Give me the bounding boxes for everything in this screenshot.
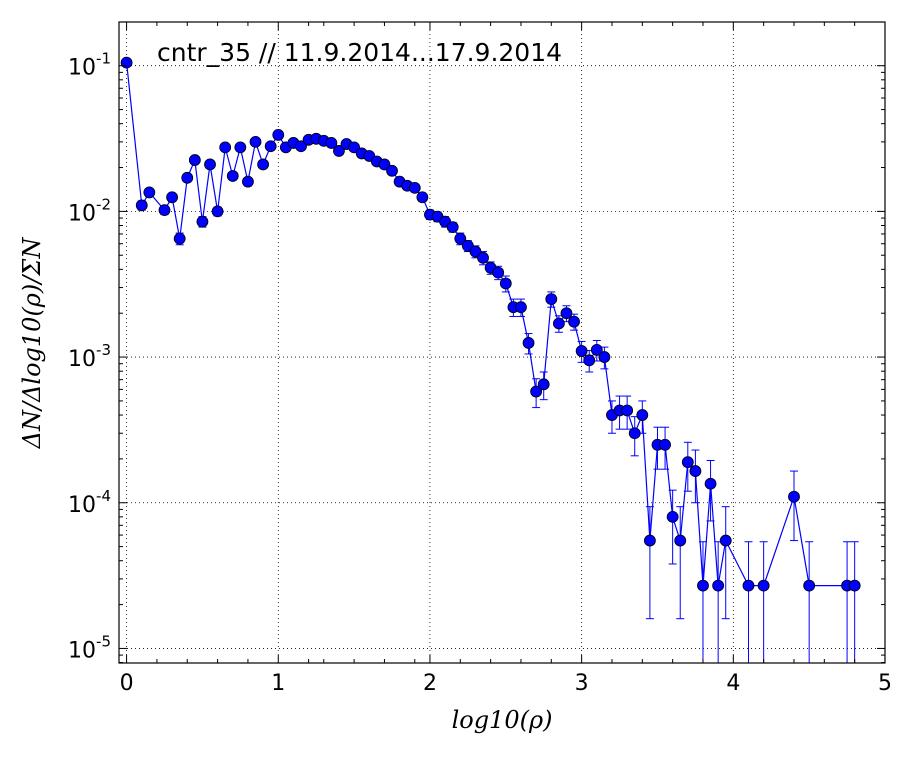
plot-frame: [118, 21, 886, 664]
data-point: [803, 579, 816, 592]
data-point: [666, 510, 679, 523]
data-point: [659, 438, 671, 451]
y-tick-base: 10: [68, 56, 96, 81]
y-tick-label: 10-3: [68, 341, 111, 372]
y-tick-exponent: -5: [96, 632, 111, 650]
data-point: [166, 191, 178, 204]
x-tick-label: 1: [271, 671, 285, 696]
plot-title: cntr_35 // 11.9.2014...17.9.2014: [157, 38, 562, 67]
data-point: [742, 579, 755, 592]
data-point: [408, 181, 421, 194]
data-point: [204, 158, 216, 171]
data-point: [234, 141, 247, 154]
y-tick-base: 10: [68, 201, 96, 226]
x-tick-label: 3: [575, 671, 589, 696]
data-point: [143, 186, 156, 199]
data-point: [120, 56, 133, 69]
data-point: [697, 579, 709, 592]
data-point: [689, 465, 702, 477]
data-point: [378, 158, 391, 171]
y-tick-base: 10: [68, 493, 96, 518]
axis-ticks: [119, 22, 886, 664]
data-point: [575, 345, 588, 357]
data-point: [226, 170, 239, 182]
y-tick-label: 10-4: [68, 487, 111, 518]
data-point: [719, 534, 732, 547]
data-point: [257, 158, 269, 171]
data-point: [181, 171, 194, 184]
data-point: [416, 191, 429, 204]
data-point: [628, 427, 641, 440]
data-point: [242, 175, 254, 188]
x-tick-label: 0: [120, 671, 134, 696]
data-point: [568, 315, 580, 328]
data-point: [386, 164, 398, 177]
data-point: [158, 204, 171, 217]
data-point: [583, 354, 596, 367]
data-point: [325, 137, 338, 149]
x-tick-label: 2: [423, 671, 437, 696]
data-point: [211, 205, 224, 218]
x-tick-labels: 0 1 2 3 4 5: [120, 671, 892, 696]
data-point: [848, 579, 861, 592]
data-point: [681, 456, 694, 469]
x-tick-label: 4: [726, 671, 740, 696]
data-point: [135, 199, 148, 212]
data-point: [454, 232, 467, 245]
data-point: [492, 266, 505, 279]
y-tick-label: 10-2: [68, 195, 111, 226]
data-point: [643, 534, 656, 547]
data-point: [249, 135, 262, 148]
data-point: [712, 579, 725, 592]
data-point: [560, 307, 573, 320]
data-point: [757, 579, 770, 592]
data-point: [621, 404, 634, 417]
x-tick-label: 5: [878, 671, 892, 696]
y-tick-exponent: -3: [96, 341, 111, 359]
y-tick-base: 10: [68, 347, 96, 372]
y-tick-exponent: -2: [96, 195, 111, 213]
data-points: [120, 56, 861, 592]
data-point: [188, 154, 201, 166]
data-point: [219, 141, 232, 154]
data-point: [788, 490, 800, 503]
data-point: [674, 534, 687, 547]
data-point: [537, 378, 550, 391]
data-point: [552, 317, 565, 330]
data-point: [264, 140, 277, 153]
data-point: [499, 277, 512, 290]
data-point: [469, 245, 482, 258]
data-point: [196, 215, 209, 228]
data-point: [446, 221, 459, 234]
y-tick-base: 10: [68, 638, 96, 663]
data-point: [522, 337, 535, 349]
y-tick-label: 10-1: [68, 50, 111, 81]
data-point: [545, 293, 558, 305]
data-point: [530, 385, 543, 398]
data-point: [295, 140, 307, 153]
data-point: [173, 232, 186, 245]
data-point: [272, 128, 285, 141]
data-point: [590, 343, 603, 356]
data-point: [598, 351, 611, 363]
data-point: [477, 251, 489, 264]
data-point: [333, 145, 345, 157]
y-tick-labels: 10-510-410-310-210-1: [68, 50, 111, 664]
x-axis-label: log10(ρ): [452, 706, 553, 734]
data-point: [636, 409, 649, 421]
y-tick-exponent: -1: [96, 50, 111, 68]
data-point: [704, 477, 717, 490]
data-point: [515, 301, 527, 314]
y-axis-label: ΔN/Δlog10(ρ)/ΣN: [18, 237, 46, 450]
y-tick-label: 10-5: [68, 632, 111, 663]
y-tick-exponent: -4: [96, 487, 111, 505]
